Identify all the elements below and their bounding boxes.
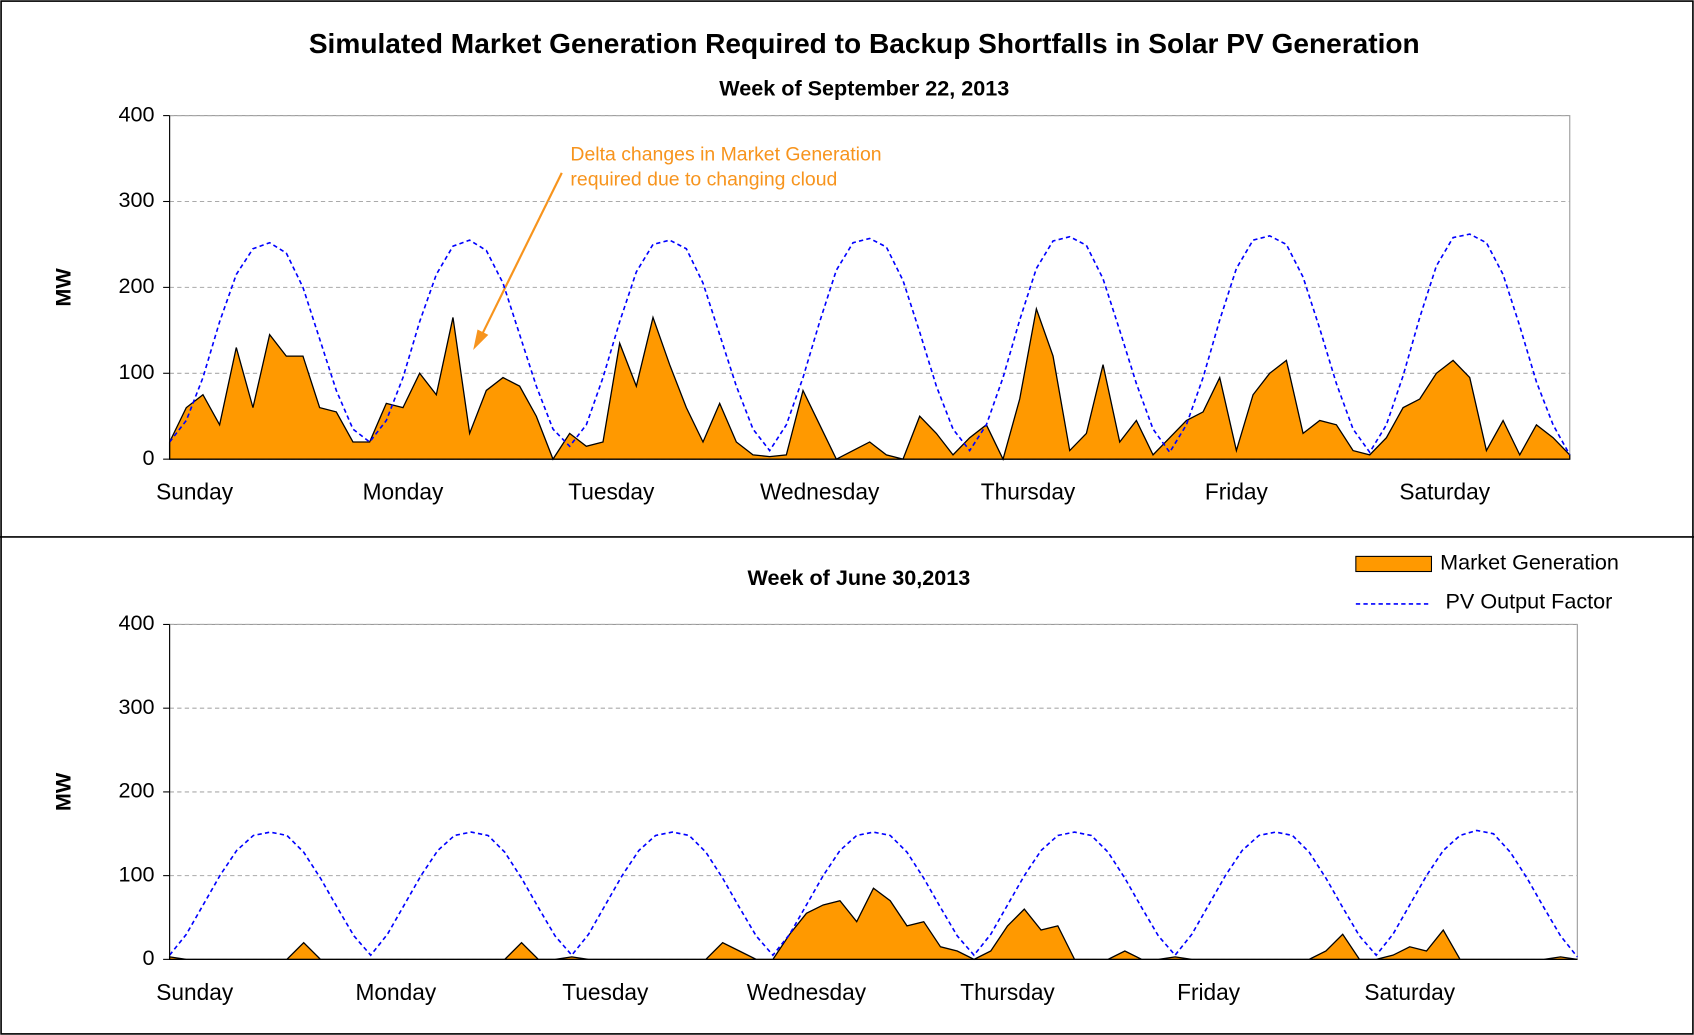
y-tick-label: 400: [118, 610, 154, 635]
line: [168, 233, 1571, 456]
x-tick-label: Friday: [1205, 479, 1269, 505]
y-tick-label: 300: [118, 694, 154, 719]
arrow-head: [473, 329, 489, 351]
x-tick-label: Thursday: [960, 979, 1055, 1005]
y-tick-label: 200: [118, 778, 154, 803]
x-tick-label: Monday: [363, 479, 444, 505]
y-tick-label: 0: [142, 445, 154, 470]
x-tick-label: Wednesday: [747, 979, 867, 1005]
annotation: required due to changing cloud: [570, 169, 837, 191]
x-tick-label: Saturday: [1364, 979, 1455, 1005]
y-tick-label: 0: [142, 945, 154, 970]
y-tick-label: 100: [118, 861, 154, 886]
x-tick-label: Tuesday: [562, 979, 649, 1005]
x-tick-label: Friday: [1177, 979, 1241, 1005]
legend-swatch: [1355, 555, 1433, 573]
y-tick-label: 400: [118, 101, 154, 126]
x-tick-label: Wednesday: [760, 479, 880, 505]
x-tick-label: Thursday: [981, 479, 1076, 505]
y-tick-label: 100: [118, 359, 154, 384]
annotation-arrow: [473, 172, 563, 351]
y-axis-label: MW: [51, 772, 76, 811]
annotation: Delta changes in Market Generation: [570, 144, 881, 166]
y-axis-label: MW: [51, 268, 76, 307]
chart-subtitle: Week of June 30,2013: [747, 565, 970, 590]
legend-label: PV Output Factor: [1446, 589, 1613, 614]
x-tick-label: Sunday: [156, 979, 234, 1005]
area: [168, 306, 1571, 461]
arrow-line: [479, 172, 563, 338]
x-tick-label: Sunday: [156, 479, 234, 505]
chart-title: Simulated Market Generation Required to …: [309, 28, 1420, 59]
x-tick-label: Monday: [356, 979, 437, 1005]
chart-subtitle: Week of September 22, 2013: [719, 75, 1009, 100]
legend-label: Market Generation: [1440, 550, 1619, 575]
y-tick-label: 300: [118, 187, 154, 212]
x-tick-label: Saturday: [1399, 479, 1490, 505]
y-tick-label: 200: [118, 273, 154, 298]
line: [168, 829, 1578, 958]
x-tick-label: Tuesday: [568, 479, 655, 505]
